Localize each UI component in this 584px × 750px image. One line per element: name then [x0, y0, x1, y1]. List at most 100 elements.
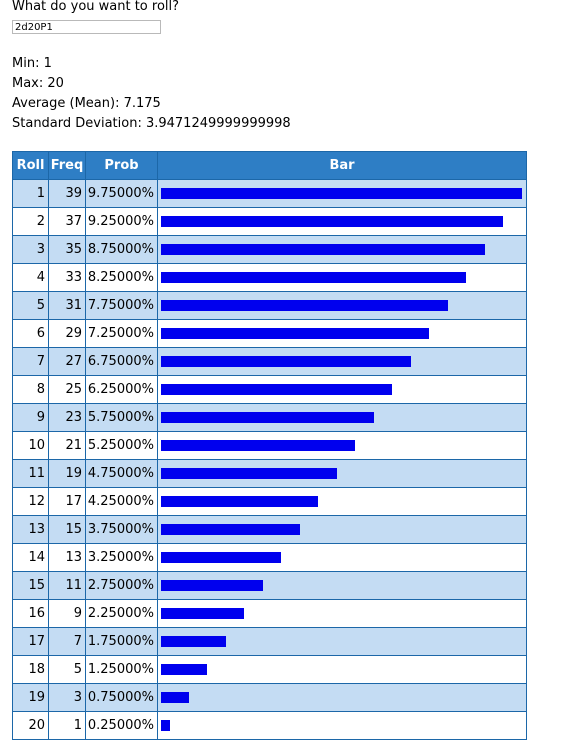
freq-cell: 35 [48, 235, 86, 264]
header-roll: Roll [12, 151, 49, 180]
bar-cell [157, 179, 527, 208]
prob-cell: 7.25000% [85, 319, 158, 348]
roll-input[interactable] [12, 20, 161, 34]
prob-cell: 7.75000% [85, 291, 158, 320]
table-row: 18 5 1.25000% [12, 655, 527, 684]
table-row: 14 13 3.25000% [12, 543, 527, 572]
freq-cell: 37 [48, 207, 86, 236]
probability-bar [161, 440, 356, 451]
roll-cell: 13 [12, 515, 49, 544]
roll-cell: 1 [12, 179, 49, 208]
table-row: 20 1 0.25000% [12, 711, 527, 740]
roll-cell: 6 [12, 319, 49, 348]
prob-cell: 1.25000% [85, 655, 158, 684]
roll-cell: 14 [12, 543, 49, 572]
probability-bar [161, 580, 263, 591]
roll-cell: 7 [12, 347, 49, 376]
bar-cell [157, 683, 527, 712]
header-bar: Bar [157, 151, 527, 180]
prob-cell: 5.75000% [85, 403, 158, 432]
table-row: 19 3 0.75000% [12, 683, 527, 712]
prob-cell: 0.25000% [85, 711, 158, 740]
roll-cell: 10 [12, 431, 49, 460]
probability-bar [161, 664, 208, 675]
prob-cell: 9.25000% [85, 207, 158, 236]
table-header-row: Roll Freq Prob Bar [12, 151, 527, 180]
stat-min: Min: 1 [12, 56, 52, 71]
bar-cell [157, 459, 527, 488]
probability-bar [161, 272, 467, 283]
prob-cell: 2.25000% [85, 599, 158, 628]
freq-cell: 5 [48, 655, 86, 684]
prob-cell: 3.75000% [85, 515, 158, 544]
probability-bar [161, 720, 171, 731]
table-row: 11 19 4.75000% [12, 459, 527, 488]
probability-bar [161, 692, 189, 703]
roll-cell: 20 [12, 711, 49, 740]
table-row: 7 27 6.75000% [12, 347, 527, 376]
bar-cell [157, 487, 527, 516]
probability-bar [161, 496, 319, 507]
roll-cell: 19 [12, 683, 49, 712]
bar-cell [157, 319, 527, 348]
table-row: 10 21 5.25000% [12, 431, 527, 460]
roll-cell: 5 [12, 291, 49, 320]
prob-cell: 1.75000% [85, 627, 158, 656]
probability-bar [161, 468, 337, 479]
table-row: 17 7 1.75000% [12, 627, 527, 656]
stat-mean: Average (Mean): 7.175 [12, 96, 161, 111]
bar-cell [157, 347, 527, 376]
table-row: 6 29 7.25000% [12, 319, 527, 348]
header-freq: Freq [48, 151, 86, 180]
distribution-table-wrapper: Roll Freq Prob Bar 1 39 9.75000% 2 37 9.25000… [12, 151, 527, 740]
stats-panel: Min: 1 Max: 20 Average (Mean): 7.175 Sta… [12, 56, 291, 136]
prob-cell: 4.75000% [85, 459, 158, 488]
bar-cell [157, 375, 527, 404]
bar-cell [157, 263, 527, 292]
stat-max: Max: 20 [12, 76, 64, 91]
probability-bar [161, 328, 430, 339]
bar-cell [157, 431, 527, 460]
freq-cell: 21 [48, 431, 86, 460]
bar-cell [157, 655, 527, 684]
probability-bar [161, 356, 411, 367]
freq-cell: 11 [48, 571, 86, 600]
prob-cell: 8.75000% [85, 235, 158, 264]
freq-cell: 15 [48, 515, 86, 544]
prob-cell: 6.75000% [85, 347, 158, 376]
probability-bar [161, 524, 300, 535]
probability-bar [161, 636, 226, 647]
bar-cell [157, 627, 527, 656]
roll-prompt: What do you want to roll? [12, 0, 180, 14]
stat-standard-deviation: Standard Deviation: 3.9471249999999998 [12, 116, 291, 131]
bar-cell [157, 207, 527, 236]
prob-cell: 9.75000% [85, 179, 158, 208]
probability-bar [161, 244, 485, 255]
probability-bar [161, 384, 393, 395]
table-row: 15 11 2.75000% [12, 571, 527, 600]
table-row: 3 35 8.75000% [12, 235, 527, 264]
roll-cell: 17 [12, 627, 49, 656]
probability-bar [161, 300, 448, 311]
freq-cell: 31 [48, 291, 86, 320]
prob-cell: 8.25000% [85, 263, 158, 292]
roll-cell: 11 [12, 459, 49, 488]
table-row: 12 17 4.25000% [12, 487, 527, 516]
freq-cell: 39 [48, 179, 86, 208]
prob-cell: 3.25000% [85, 543, 158, 572]
freq-cell: 1 [48, 711, 86, 740]
freq-cell: 17 [48, 487, 86, 516]
table-row: 8 25 6.25000% [12, 375, 527, 404]
freq-cell: 29 [48, 319, 86, 348]
prob-cell: 4.25000% [85, 487, 158, 516]
table-row: 13 15 3.75000% [12, 515, 527, 544]
roll-cell: 2 [12, 207, 49, 236]
bar-cell [157, 403, 527, 432]
prob-cell: 5.25000% [85, 431, 158, 460]
freq-cell: 13 [48, 543, 86, 572]
table-row: 16 9 2.25000% [12, 599, 527, 628]
freq-cell: 7 [48, 627, 86, 656]
probability-bar [161, 412, 374, 423]
prob-cell: 2.75000% [85, 571, 158, 600]
roll-cell: 4 [12, 263, 49, 292]
